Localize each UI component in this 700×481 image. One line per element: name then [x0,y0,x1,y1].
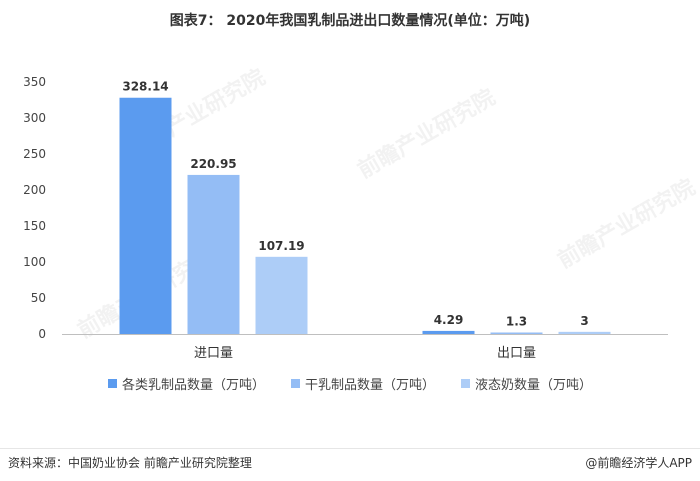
legend-label: 各类乳制品数量（万吨） [121,378,265,393]
x-axis: 进口量 出口量 [62,334,668,361]
legend-item: 各类乳制品数量（万吨） [107,374,265,393]
y-tick-label: 100 [23,255,46,269]
data-label: 3 [580,314,588,328]
y-tick-label: 250 [23,147,46,161]
data-label: 4.29 [434,313,464,327]
source-note: 资料来源：中国奶业协会 前瞻产业研究院整理 [8,456,252,470]
data-label: 328.14 [122,80,168,94]
legend-swatch [107,379,117,388]
bar [490,332,543,334]
y-tick-label: 0 [38,327,46,341]
legend-label: 干乳制品数量（万吨） [304,378,435,393]
bars: 328.14 220.95 107.19 4.29 1.3 3 [119,80,611,334]
y-tick-label: 150 [23,219,46,233]
data-label: 107.19 [258,239,304,253]
chart-title: 图表7： 2020年我国乳制品进出口数量情况(单位：万吨) [169,13,531,29]
bar-chart: 前瞻产业研究院前瞻产业研究院前瞻产业研究院前瞻产业研究院 05010015020… [23,64,700,361]
y-tick-label: 300 [23,111,46,125]
watermark-text: 前瞻产业研究院 [353,84,499,184]
bar [558,331,611,334]
y-tick-label: 350 [23,75,46,89]
bar [119,97,172,334]
data-label: 1.3 [506,315,527,329]
y-tick-label: 50 [31,291,46,305]
y-axis: 0 50 100 150 200 250 300 350 [23,75,46,341]
legend-label: 液态奶数量（万吨） [475,378,593,393]
legend-swatch [461,379,470,388]
legend-swatch [290,379,300,388]
y-tick-label: 200 [23,183,46,197]
x-category-label: 进口量 [194,346,233,361]
legend-item: 液态奶数量（万吨） [461,374,592,393]
data-label: 220.95 [190,157,236,171]
bar [187,174,240,334]
legend-item: 干乳制品数量（万吨） [290,374,435,393]
watermark-text: 前瞻产业研究院 [553,174,699,274]
legend: 各类乳制品数量（万吨） 干乳制品数量（万吨） 液态奶数量（万吨） [0,374,700,393]
footer: 资料来源：中国奶业协会 前瞻产业研究院整理 @前瞻经济学人APP [0,448,700,481]
x-category-label: 出口量 [497,346,536,361]
brand-credit: @前瞻经济学人APP [585,456,692,470]
bar [255,256,308,334]
bar [422,330,475,334]
